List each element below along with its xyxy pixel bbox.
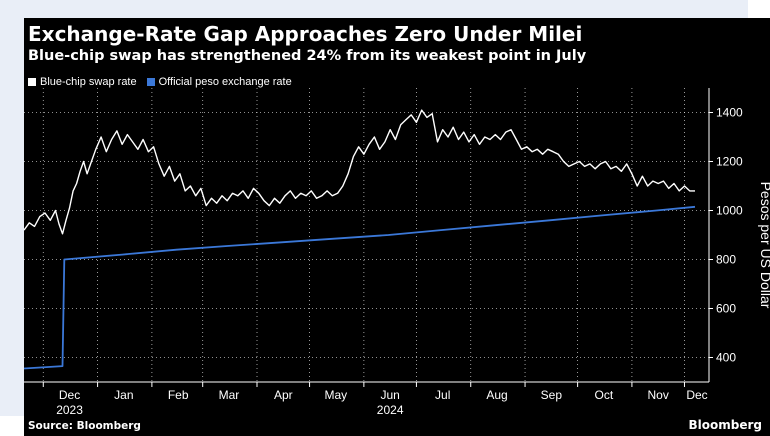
chart-subtitle: Blue-chip swap has strengthened 24% from…: [28, 48, 587, 64]
legend-item-swap: Blue-chip swap rate: [28, 76, 137, 88]
x-tick-label-0: Dec: [59, 388, 80, 402]
grid: [24, 88, 709, 382]
series-lines: [24, 109, 696, 370]
x-tick-label-9: Sep: [541, 388, 563, 402]
x-tick-label-11: Nov: [648, 388, 669, 402]
legend: Blue-chip swap rate Official peso exchan…: [28, 75, 292, 89]
x-tick-label-4: Apr: [274, 388, 293, 402]
x-tick-label-7: Jul: [435, 388, 450, 402]
chart-title: Exchange-Rate Gap Approaches Zero Under …: [28, 22, 583, 46]
y-tick-label-800: 800: [716, 253, 736, 267]
x-tick-sublabel-0: 2023: [56, 403, 83, 417]
y-tick-label-400: 400: [716, 351, 736, 365]
brand-mark: Bloomberg: [688, 418, 763, 432]
legend-swatch-swap: [28, 78, 36, 86]
series-line-blue-chip-swap: [24, 109, 695, 235]
legend-label-official: Official peso exchange rate: [158, 76, 292, 88]
x-tick-label-1: Jan: [114, 388, 133, 402]
chart-panel: Exchange-Rate Gap Approaches Zero Under …: [24, 18, 770, 436]
y-tick-label-1200: 1200: [716, 155, 743, 169]
legend-swatch-official: [146, 78, 155, 86]
x-tick-label-3: Mar: [219, 388, 240, 402]
y-axis-title: Pesos per US Dollar: [758, 182, 770, 309]
y-tick-label-600: 600: [716, 302, 736, 316]
x-tick-label-10: Oct: [595, 388, 614, 402]
legend-label-swap: Blue-chip swap rate: [40, 76, 137, 88]
x-tick-label-6: Jun: [380, 388, 399, 402]
series-line-official-rate: [24, 205, 696, 370]
x-tick-label-12: Dec: [686, 388, 707, 402]
source-note: Source: Bloomberg: [28, 420, 141, 432]
y-tick-label-1000: 1000: [716, 204, 743, 218]
x-tick-label-2: Feb: [168, 388, 189, 402]
legend-item-official: Official peso exchange rate: [146, 76, 292, 88]
y-tick-label-1400: 1400: [716, 106, 743, 120]
x-tick-label-5: May: [325, 388, 348, 402]
x-tick-label-8: Aug: [486, 388, 507, 402]
x-tick-sublabel-6: 2024: [377, 403, 404, 417]
